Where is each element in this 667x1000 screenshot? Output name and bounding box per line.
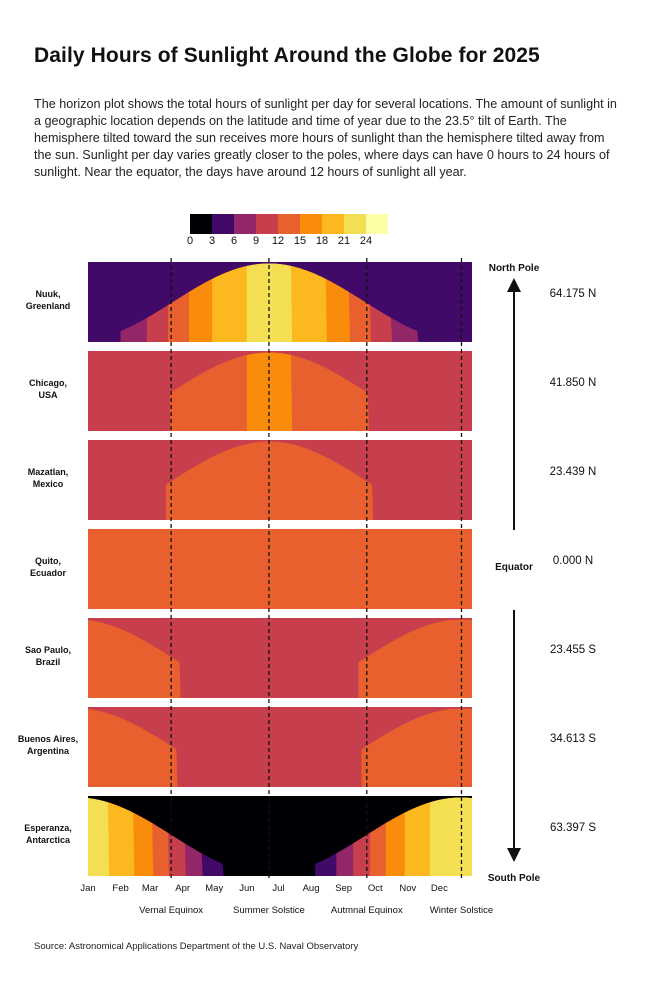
north-pole-label: North Pole (489, 263, 540, 274)
legend-tick-label: 9 (253, 235, 259, 247)
location-latitude: 23.439 N (550, 466, 597, 478)
chart-description: The horizon plot shows the total hours o… (34, 97, 617, 179)
location-latitude: 34.613 S (550, 733, 596, 745)
month-tick-label: Aug (303, 883, 320, 894)
latitude-axis: North Pole Equator South Pole (488, 263, 541, 884)
horizon-row (88, 529, 472, 609)
month-tick-label: Nov (399, 883, 416, 894)
legend-swatch (344, 214, 366, 234)
location-name: Mazatlan, (28, 467, 69, 477)
legend-tick-label: 6 (231, 235, 237, 247)
source-note: Source: Astronomical Applications Depart… (34, 941, 359, 952)
horizon-band (88, 619, 472, 698)
event-label: Vernal Equinox (139, 905, 203, 916)
legend-tick-label: 24 (360, 235, 372, 247)
location-latitude: 41.850 N (550, 377, 597, 389)
legend-swatch (256, 214, 278, 234)
location-name: USA (38, 390, 58, 400)
month-tick-label: Jul (272, 883, 284, 894)
legend-swatch (300, 214, 322, 234)
legend-swatch (234, 214, 256, 234)
event-label: Winter Solstice (430, 905, 493, 916)
horizon-row (88, 618, 472, 698)
location-name: Brazil (36, 657, 61, 667)
color-legend: 0 3 6 9 12 15 18 21 24 (187, 214, 388, 247)
location-name: Buenos Aires, (18, 734, 78, 744)
x-axis: Jan Feb Mar Apr May Jun Jul Aug Sep Oct Nov Dec Vern… (80, 883, 493, 916)
legend-tick-label: 12 (272, 235, 284, 247)
legend-swatch (322, 214, 344, 234)
south-pole-label: South Pole (488, 873, 541, 884)
horizon-row (88, 707, 472, 787)
location-name: Greenland (26, 301, 71, 311)
location-name: Mexico (33, 479, 64, 489)
north-arrow-head (507, 278, 521, 292)
horizon-band (88, 797, 472, 876)
location-name: Ecuador (30, 568, 67, 578)
event-lines (170, 258, 463, 880)
location-latitude: 64.175 N (550, 288, 597, 300)
location-name: Esperanza, (24, 823, 72, 833)
horizon-row (88, 796, 472, 876)
month-tick-label: Oct (368, 883, 383, 894)
month-tick-label: Sep (335, 883, 352, 894)
legend-tick-label: 0 (187, 235, 193, 247)
horizon-band (88, 708, 472, 787)
month-tick-label: Feb (112, 883, 128, 894)
horizon-row (88, 351, 472, 431)
month-tick-label: Apr (175, 883, 190, 894)
legend-tick-label: 21 (338, 235, 350, 247)
location-latitude: 0.000 N (553, 555, 593, 567)
south-arrow-head (507, 848, 521, 862)
horizon-band (88, 529, 472, 609)
event-label: Summer Solstice (233, 905, 305, 916)
location-name: Chicago, (29, 378, 67, 388)
event-label: Autmnal Equinox (331, 905, 403, 916)
legend-tick-label: 3 (209, 235, 215, 247)
legend-tick-label: 18 (316, 235, 328, 247)
horizon-band (165, 441, 374, 520)
month-tick-label: May (205, 883, 223, 894)
equator-label: Equator (495, 562, 533, 573)
location-latitude: 63.397 S (550, 822, 596, 834)
horizon-row (88, 262, 472, 342)
location-name: Quito, (35, 556, 61, 566)
legend-swatch (190, 214, 212, 234)
month-tick-label: Jan (80, 883, 95, 894)
location-labels: Nuuk, Greenland 64.175 N Chicago, USA 41.850 … (18, 288, 596, 845)
legend-tick-label: 15 (294, 235, 306, 247)
location-name: Argentina (27, 746, 70, 756)
month-tick-label: Mar (142, 883, 158, 894)
location-name: Nuuk, (35, 289, 60, 299)
chart-title: Daily Hours of Sunlight Around the Globe… (34, 44, 540, 67)
legend-swatch (366, 214, 388, 234)
month-tick-label: Dec (431, 883, 448, 894)
location-latitude: 23.455 S (550, 644, 596, 656)
legend-swatch (278, 214, 300, 234)
horizon-band (88, 797, 472, 876)
horizon-row (88, 440, 472, 520)
location-name: Antarctica (26, 835, 71, 845)
horizon-rows (88, 262, 472, 876)
legend-swatch (212, 214, 234, 234)
month-tick-label: Jun (239, 883, 254, 894)
location-name: Sao Paulo, (25, 645, 71, 655)
